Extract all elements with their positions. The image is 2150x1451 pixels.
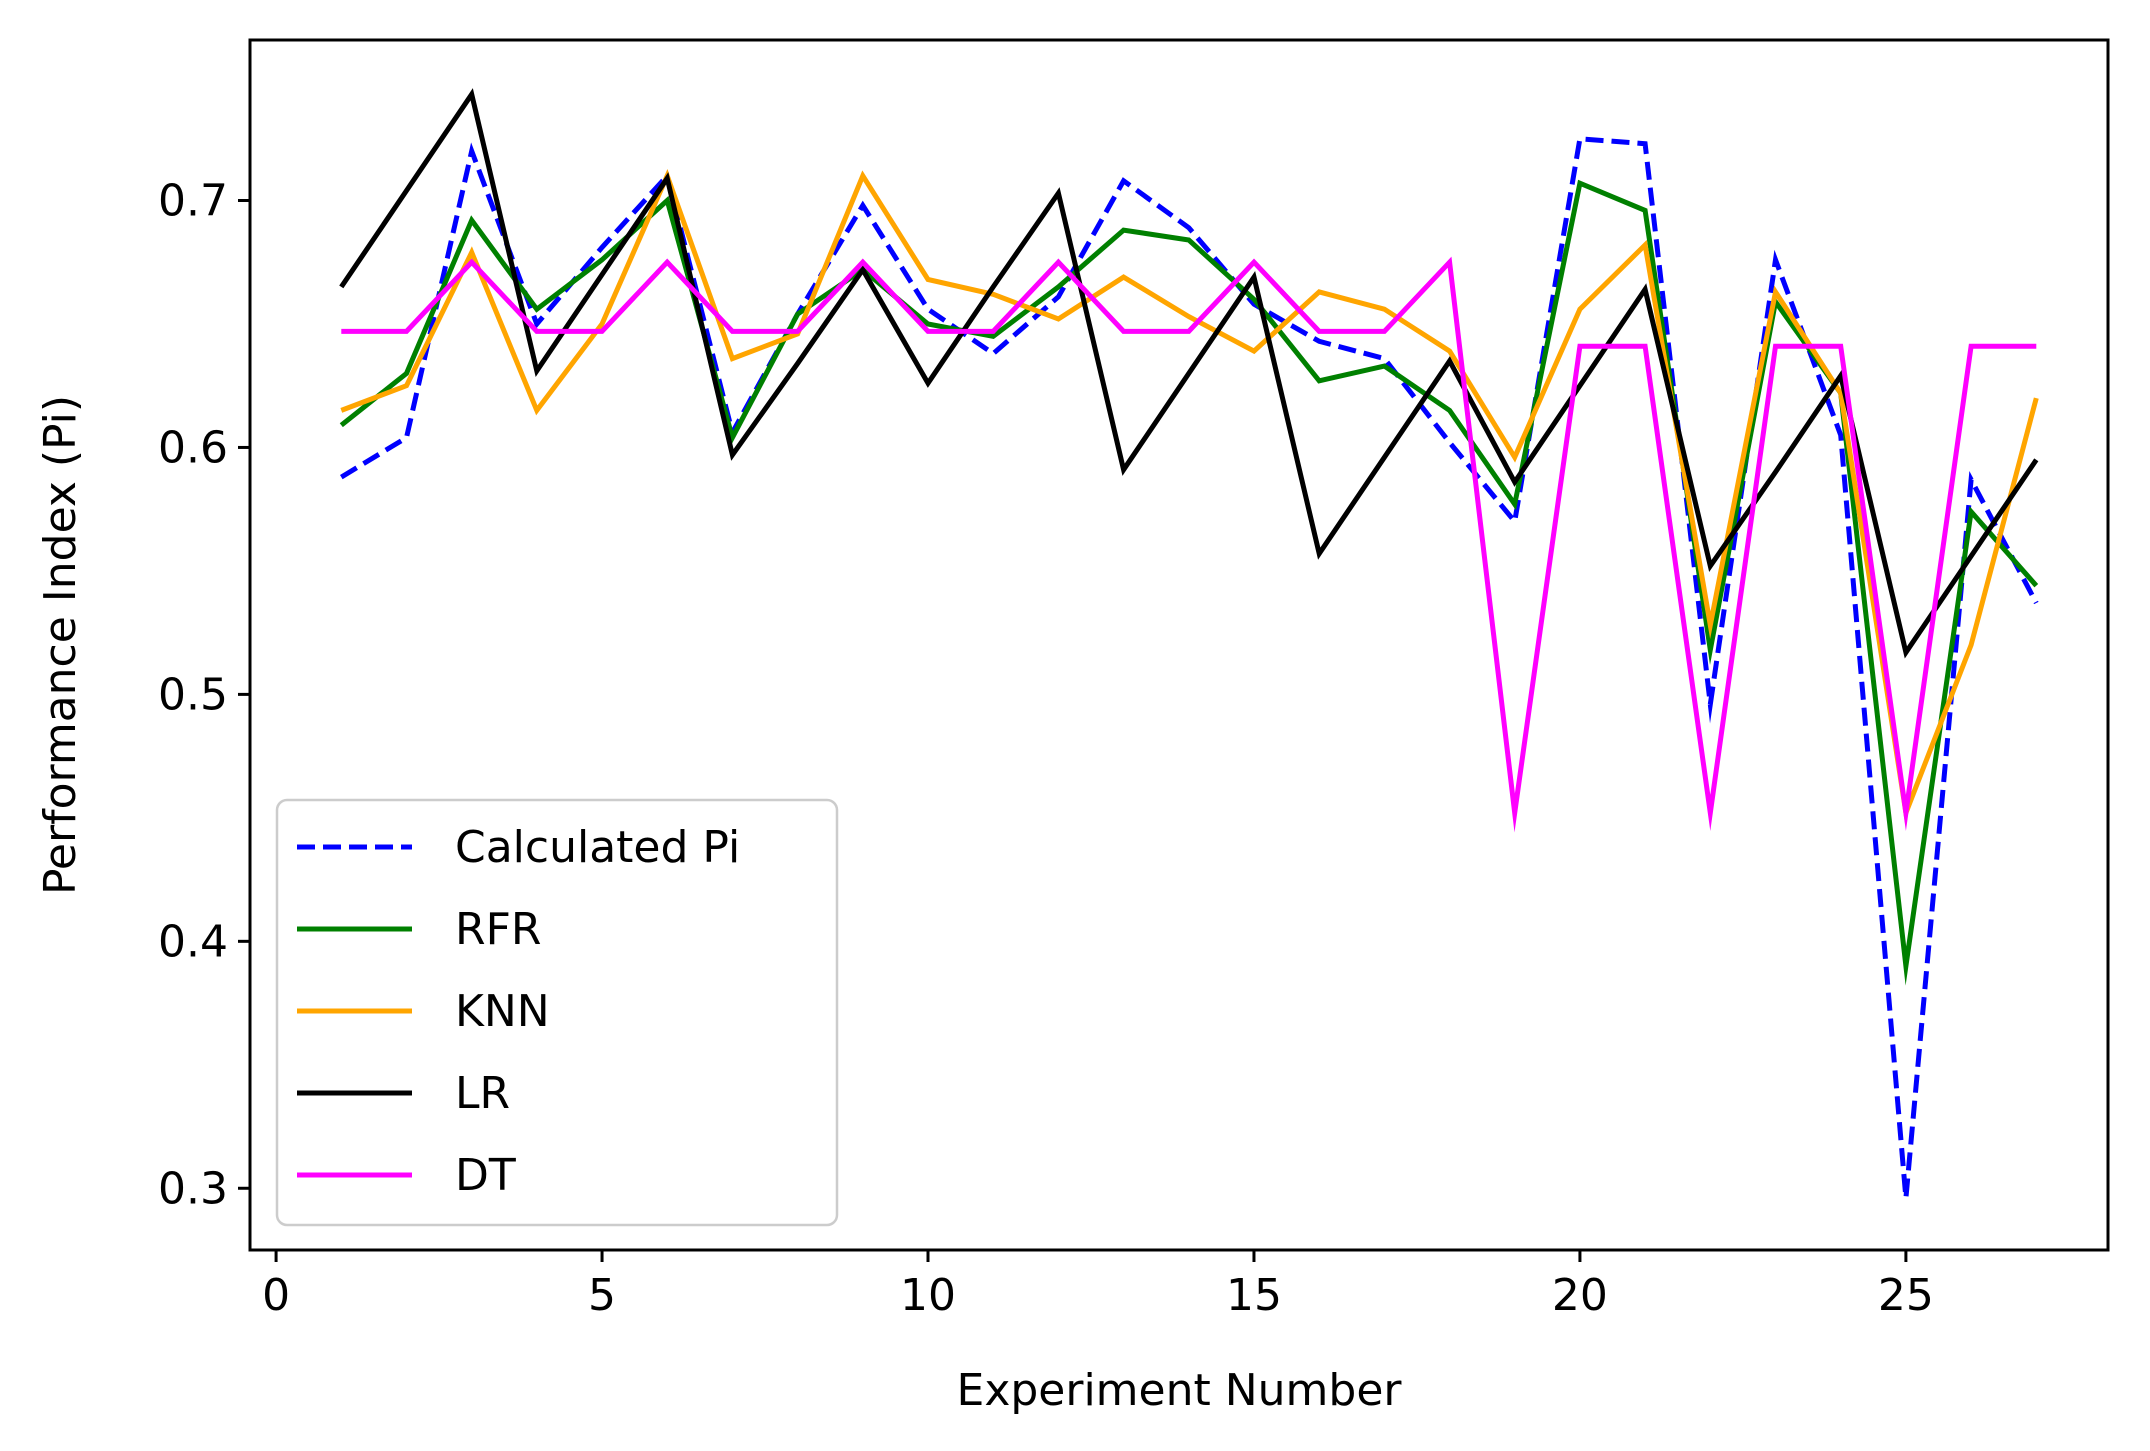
legend: Calculated Pi RFR KNN LR DT	[275, 798, 839, 1227]
legend-label-knn: KNN	[455, 986, 550, 1037]
x-tick-label: 10	[900, 1270, 956, 1321]
legend-label-dt: DT	[455, 1150, 516, 1201]
y-tick-label: 0.4	[158, 916, 228, 967]
x-axis-title: Experiment Number	[957, 1365, 1403, 1416]
y-tick-label: 0.7	[158, 176, 228, 227]
legend-label-calculated-pi: Calculated Pi	[455, 822, 740, 873]
series-line-knn	[340, 169, 2039, 823]
x-tick-label: 0	[262, 1270, 290, 1321]
plot-frame	[248, 38, 2110, 1252]
y-tick-label: 0.6	[158, 422, 228, 473]
series-line-lr	[339, 88, 2039, 659]
y-tick-label: 0.5	[158, 669, 228, 720]
series-line-dt	[341, 256, 2037, 833]
x-tick-label: 5	[588, 1270, 616, 1321]
legend-label-rfr: RFR	[455, 904, 541, 955]
series-layer	[339, 88, 2039, 1199]
ticks-layer: 0 5 10 15 20 25 0.3 0.4 0.5 0.6 0.7	[158, 176, 1934, 1321]
legend-items: Calculated Pi RFR KNN LR DT	[297, 822, 740, 1201]
y-tick-label: 0.3	[158, 1163, 228, 1214]
x-tick-label: 20	[1552, 1270, 1608, 1321]
legend-box	[275, 798, 839, 1227]
x-tick-label: 25	[1878, 1270, 1934, 1321]
x-tick-label: 15	[1226, 1270, 1282, 1321]
y-axis-title: Performance Index (Pi)	[35, 395, 86, 895]
legend-label-lr: LR	[455, 1068, 510, 1119]
